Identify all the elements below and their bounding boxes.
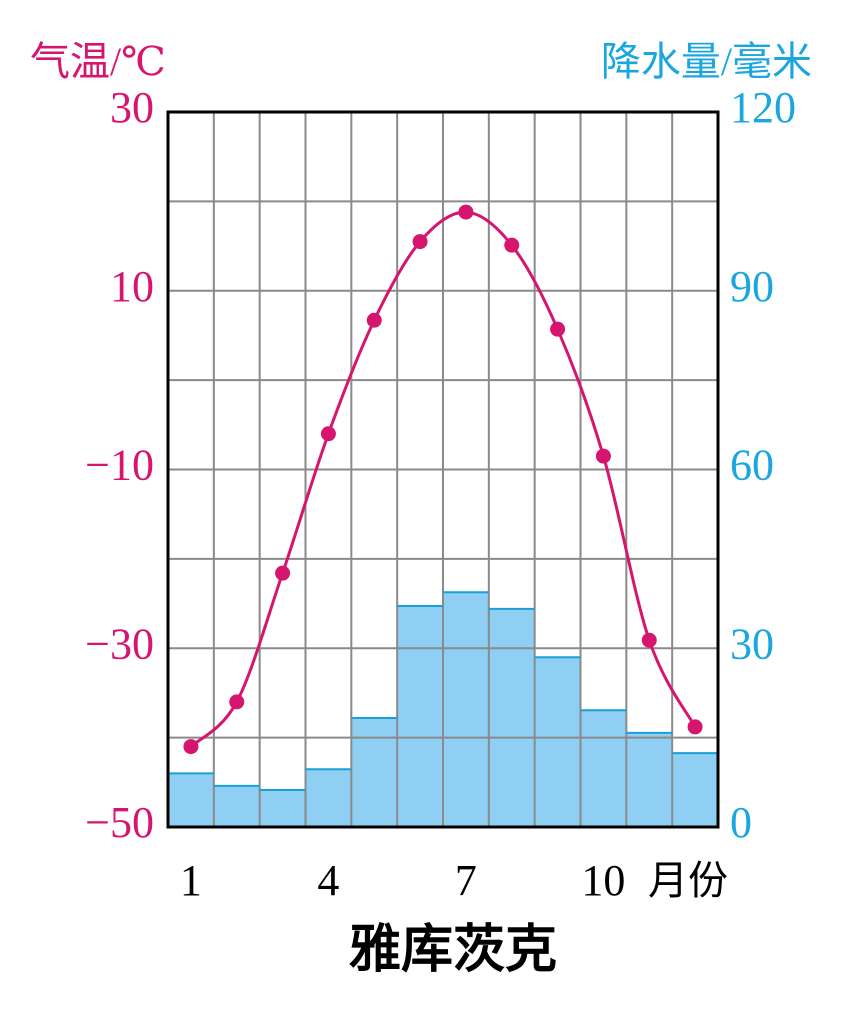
y2-tick-label: 0: [730, 798, 752, 847]
bar: [397, 605, 443, 827]
y2-axis-label: 降水量/毫米: [601, 39, 812, 84]
y-axis-label: 气温/℃: [30, 39, 166, 84]
y-tick-label: −30: [85, 619, 154, 668]
bar: [534, 657, 581, 827]
x-tick-label: 10: [581, 856, 625, 905]
y-tick-label: −50: [85, 798, 154, 847]
bar: [443, 592, 489, 827]
bar: [305, 769, 352, 827]
y-tick-label: −10: [85, 441, 154, 490]
temperature-point: [550, 321, 566, 337]
y2-tick-label: 120: [730, 83, 796, 132]
bar: [580, 710, 627, 827]
temperature-point: [504, 237, 520, 253]
temperature-line: [189, 210, 697, 748]
temperature-point: [687, 719, 703, 735]
bar: [259, 790, 306, 827]
x-tick-label: 7: [455, 856, 477, 905]
chart-title: 雅库茨克: [349, 921, 557, 979]
y2-tick-label: 60: [730, 441, 774, 490]
temperature-point: [412, 234, 428, 250]
bar: [213, 785, 260, 827]
y-tick-label: 10: [110, 262, 154, 311]
temperature-point: [275, 565, 291, 581]
y2-tick-label: 90: [730, 262, 774, 311]
bar: [488, 608, 535, 827]
temperature-point: [229, 694, 245, 710]
temperature-point: [595, 448, 611, 464]
bar: [626, 732, 673, 827]
x-tick-label: 4: [317, 856, 339, 905]
temperature-point: [641, 632, 657, 648]
bar: [351, 717, 398, 827]
y-tick-label: 30: [110, 83, 154, 132]
temperature-point: [458, 204, 474, 220]
temperature-point: [183, 739, 199, 755]
bar: [672, 753, 718, 827]
y2-tick-label: 30: [730, 619, 774, 668]
plot-frame: [166, 110, 720, 829]
temperature-point: [320, 426, 336, 442]
x-tick-label: 1: [180, 856, 202, 905]
bar: [168, 773, 214, 827]
x-axis-label: 月份: [648, 858, 728, 903]
temperature-point: [366, 312, 382, 328]
